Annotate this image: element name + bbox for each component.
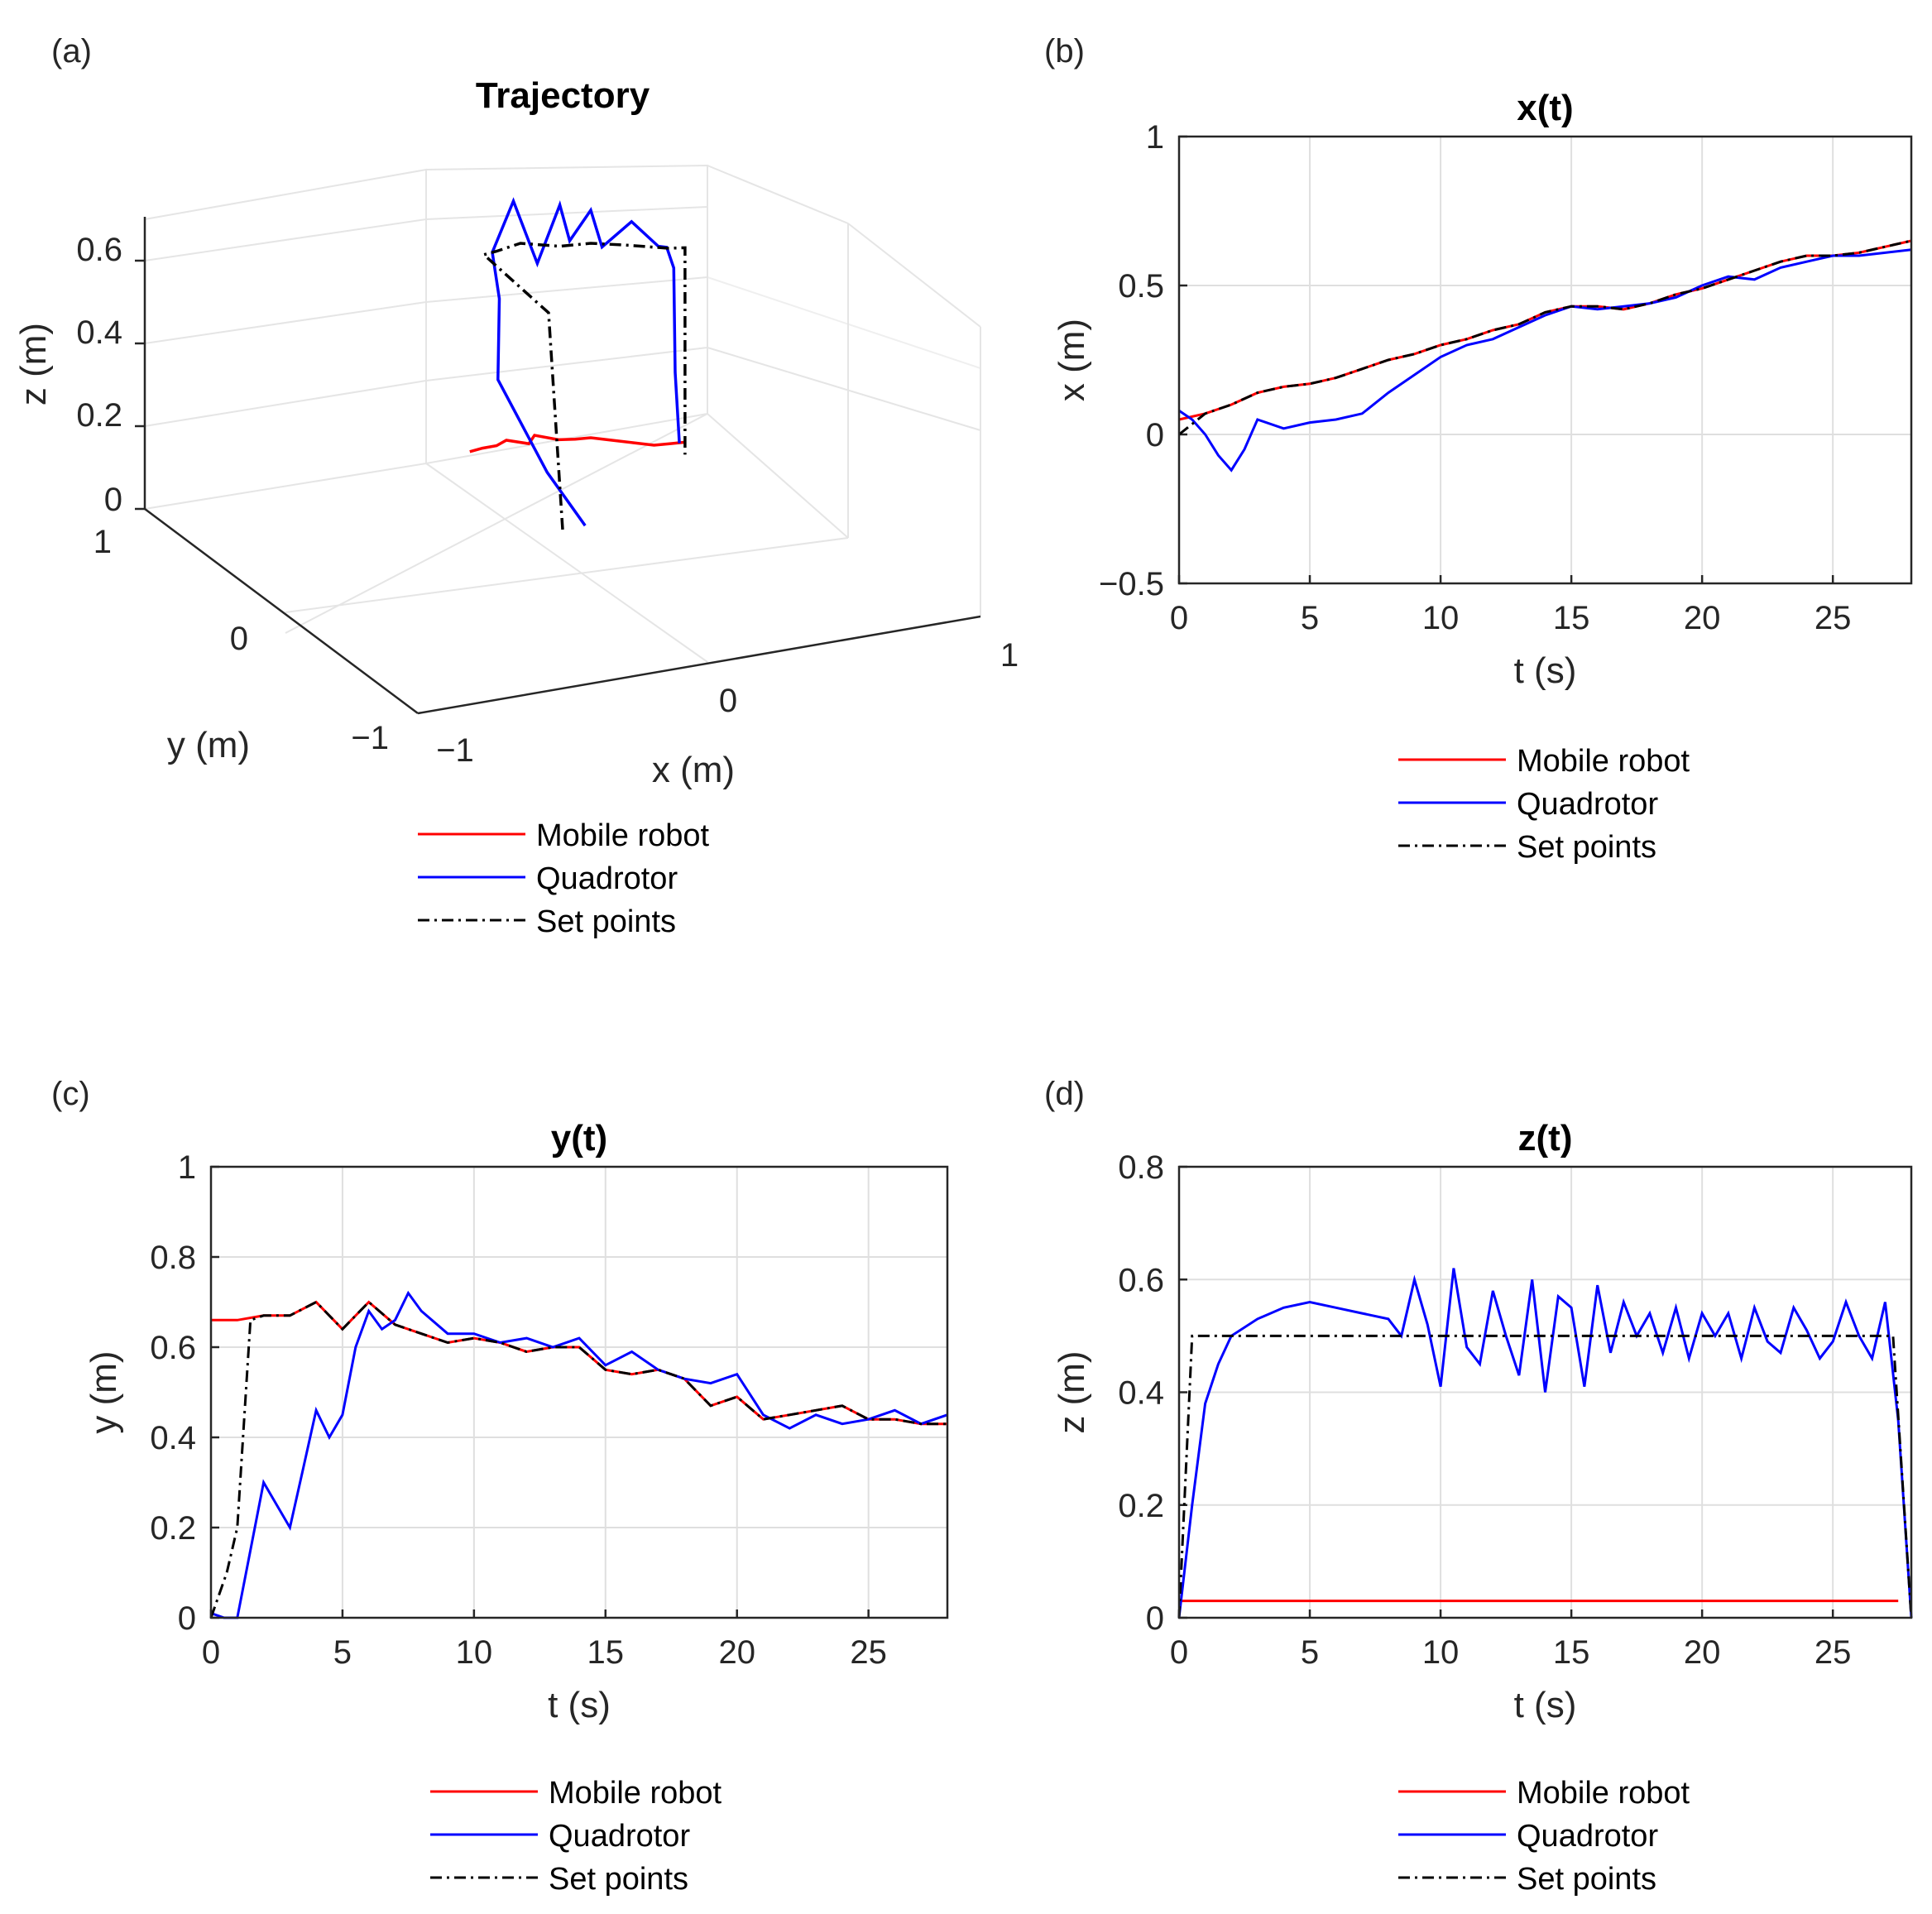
legend-label: Mobile robot xyxy=(549,1776,722,1811)
legend-label: Mobile robot xyxy=(1517,1776,1690,1811)
axes-frame xyxy=(1177,1165,1913,1619)
x-tick-label: 5 xyxy=(1301,1634,1319,1671)
x-tick-label: 10 xyxy=(1422,600,1460,636)
x-ticks: −1 0 1 xyxy=(436,637,1019,769)
z-tick-label: 0.2 xyxy=(76,397,122,434)
y-axis-label: x (m) xyxy=(1052,319,1092,401)
z-ticks: 0 0.2 0.4 0.6 xyxy=(76,232,145,518)
y-tick-label: 0.6 xyxy=(150,1330,196,1366)
x-tick-label: 0 xyxy=(719,683,737,719)
axes-frame xyxy=(209,1165,949,1619)
series-line-set-points xyxy=(481,242,687,530)
legend-label: Mobile robot xyxy=(536,818,710,853)
plot-area xyxy=(1179,137,1911,583)
series-line-set-points xyxy=(209,1300,947,1619)
y-tick-label: 1 xyxy=(178,1149,196,1186)
y-tick-label: 0.8 xyxy=(1118,1149,1164,1186)
z-tick-label: 0.4 xyxy=(76,314,122,351)
panel-d-z-of-t: (d) z(t) 0 5 10 15 20 25 0 0.2 0.4 0.6 0.8 t (s) z (m)… xyxy=(1044,1076,1913,1897)
z-axis-label: z (m) xyxy=(13,323,54,405)
x-tick-label: 25 xyxy=(850,1634,887,1671)
series-line-mobile-robot xyxy=(211,1300,947,1426)
legend-label: Set points xyxy=(549,1862,688,1897)
legend-label: Quadrotor xyxy=(536,861,678,896)
x-tick-label: 20 xyxy=(718,1634,755,1671)
y-tick-label: 0.4 xyxy=(1118,1375,1164,1412)
x-tick-label: 10 xyxy=(1422,1634,1460,1671)
legend-label: Set points xyxy=(1517,830,1656,865)
legend-label: Quadrotor xyxy=(1517,787,1658,822)
panel-a-trajectory: (a) Trajectory xyxy=(13,33,1019,939)
y-ticks: 1 0 −1 xyxy=(93,524,389,756)
series-line-set-points xyxy=(1178,239,1912,436)
chart-title: Trajectory xyxy=(476,75,650,116)
panel-label: (c) xyxy=(51,1076,90,1112)
x-axis-label: t (s) xyxy=(548,1685,611,1725)
series-line-quadrotor xyxy=(491,197,681,527)
legend-label: Mobile robot xyxy=(1517,744,1690,779)
y-tick-label: 0.2 xyxy=(1118,1488,1164,1524)
y-axis-label: y (m) xyxy=(167,725,250,765)
y-tick-label: 0 xyxy=(230,621,248,657)
x-axis-label: x (m) xyxy=(652,750,735,790)
y-tick-label: 1 xyxy=(1146,119,1164,156)
panel-c-y-of-t: (c) y(t) 0 5 10 15 20 25 0 0.2 0.4 0.6 0.8 1 t (s) y (m… xyxy=(51,1076,949,1897)
x-tick-label: 0 xyxy=(1170,600,1188,636)
x-tick-label: 20 xyxy=(1684,1634,1721,1671)
y-axis-label: y (m) xyxy=(84,1350,124,1433)
trajectory-curves xyxy=(469,197,687,530)
plot-area xyxy=(211,1167,947,1618)
legend-label: Set points xyxy=(536,904,676,939)
series-line-quadrotor xyxy=(210,1290,948,1619)
series-line-quadrotor xyxy=(1177,1268,1913,1619)
panel-label: (b) xyxy=(1044,33,1085,70)
x-tick-label: 25 xyxy=(1815,600,1852,636)
y-tick-label: −0.5 xyxy=(1099,566,1164,602)
3d-box xyxy=(143,164,981,715)
x-tick-label: 0 xyxy=(1170,1634,1188,1671)
z-tick-label: 0.6 xyxy=(76,232,122,268)
legend: Mobile robot Quadrotor Set points xyxy=(418,818,710,939)
x-tick-label: 0 xyxy=(202,1634,220,1671)
y-tick-label: 0.4 xyxy=(150,1420,196,1456)
y-tick-label: 0 xyxy=(1146,417,1164,453)
x-tick-label: 5 xyxy=(333,1634,352,1671)
x-tick-label: 5 xyxy=(1301,600,1319,636)
x-tick-label: 15 xyxy=(1553,1634,1590,1671)
y-tick-label: 0.5 xyxy=(1118,268,1164,305)
y-tick-label: 0 xyxy=(1146,1600,1164,1637)
legend-label: Quadrotor xyxy=(549,1819,690,1854)
x-axis-label: t (s) xyxy=(1514,650,1577,691)
legend-label: Set points xyxy=(1517,1862,1656,1897)
y-tick-label: 0 xyxy=(178,1600,196,1637)
panel-label: (d) xyxy=(1044,1076,1085,1112)
chart-title: y(t) xyxy=(551,1118,607,1158)
x-tick-label: 15 xyxy=(1553,600,1590,636)
y-tick-label: 0.2 xyxy=(150,1510,196,1547)
y-axis-label: z (m) xyxy=(1052,1350,1092,1433)
legend-label: Quadrotor xyxy=(1517,1819,1658,1854)
chart-title: x(t) xyxy=(1517,88,1573,128)
panel-label: (a) xyxy=(51,33,92,70)
y-tick-label: 1 xyxy=(93,524,112,560)
x-tick-label: 25 xyxy=(1815,1634,1852,1671)
series-line-set-points xyxy=(1177,1334,1913,1619)
chart-title: z(t) xyxy=(1518,1118,1573,1158)
series-line-quadrotor xyxy=(1178,248,1912,473)
panel-b-x-of-t: (b)x(t)0 5 10 15 20 25−0.500.51t (s)x (m)Mobi… xyxy=(1044,33,1913,865)
series-line-mobile-robot xyxy=(469,434,686,453)
y-tick-label: 0.6 xyxy=(1118,1262,1164,1298)
x-tick-label: 15 xyxy=(587,1634,625,1671)
axes-frame xyxy=(1177,135,1913,585)
x-tick-label: 10 xyxy=(456,1634,493,1671)
z-tick-label: 0 xyxy=(104,482,122,518)
y-tick-label: 0.8 xyxy=(150,1240,196,1276)
x-tick-label: 20 xyxy=(1684,600,1721,636)
x-tick-label: −1 xyxy=(436,732,474,769)
y-tick-label: −1 xyxy=(351,720,389,756)
x-tick-label: 1 xyxy=(1000,637,1019,674)
x-axis-label: t (s) xyxy=(1514,1685,1577,1725)
